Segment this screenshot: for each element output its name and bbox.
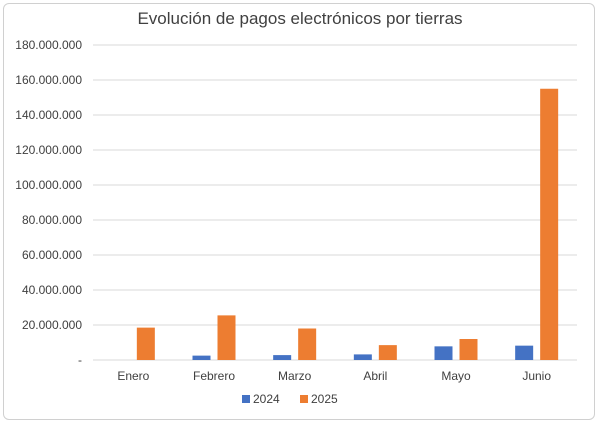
y-tick-label: 60.000.000	[22, 248, 82, 262]
bar-2024-junio	[515, 345, 534, 360]
x-tick-label: Febrero	[193, 369, 235, 383]
x-tick-label: Junio	[522, 369, 551, 383]
y-tick-label: 20.000.000	[22, 318, 82, 332]
x-tick-label: Mayo	[441, 369, 471, 383]
bar-2025-mayo	[459, 339, 478, 360]
y-tick-label: 180.000.000	[15, 38, 82, 52]
legend-label-2024: 2024	[253, 392, 280, 406]
y-tick-label: 120.000.000	[15, 143, 82, 157]
bar-2025-febrero	[217, 315, 236, 360]
y-tick-label: 160.000.000	[15, 73, 82, 87]
y-tick-label: 140.000.000	[15, 108, 82, 122]
y-tick-label: 40.000.000	[22, 283, 82, 297]
x-tick-label: Enero	[117, 369, 149, 383]
bar-2025-abril	[378, 345, 397, 360]
x-tick-label: Abril	[363, 369, 387, 383]
y-tick-label: 80.000.000	[22, 213, 82, 227]
legend-swatch-2025	[300, 395, 308, 403]
legend-swatch-2024	[242, 395, 250, 403]
bar-2024-abril	[353, 354, 372, 360]
legend-label-2025: 2025	[311, 392, 338, 406]
y-tick-label: 100.000.000	[15, 178, 82, 192]
bar-2025-enero	[136, 327, 155, 360]
bar-2024-marzo	[273, 355, 292, 360]
bar-2024-mayo	[434, 346, 453, 360]
x-tick-label: Marzo	[278, 369, 312, 383]
bar-2025-junio	[540, 88, 559, 360]
y-tick-label: -	[78, 353, 82, 367]
bar-2025-marzo	[298, 328, 317, 360]
bar-2024-febrero	[192, 355, 211, 360]
chart-title: Evolución de pagos electrónicos por tier…	[137, 9, 463, 28]
